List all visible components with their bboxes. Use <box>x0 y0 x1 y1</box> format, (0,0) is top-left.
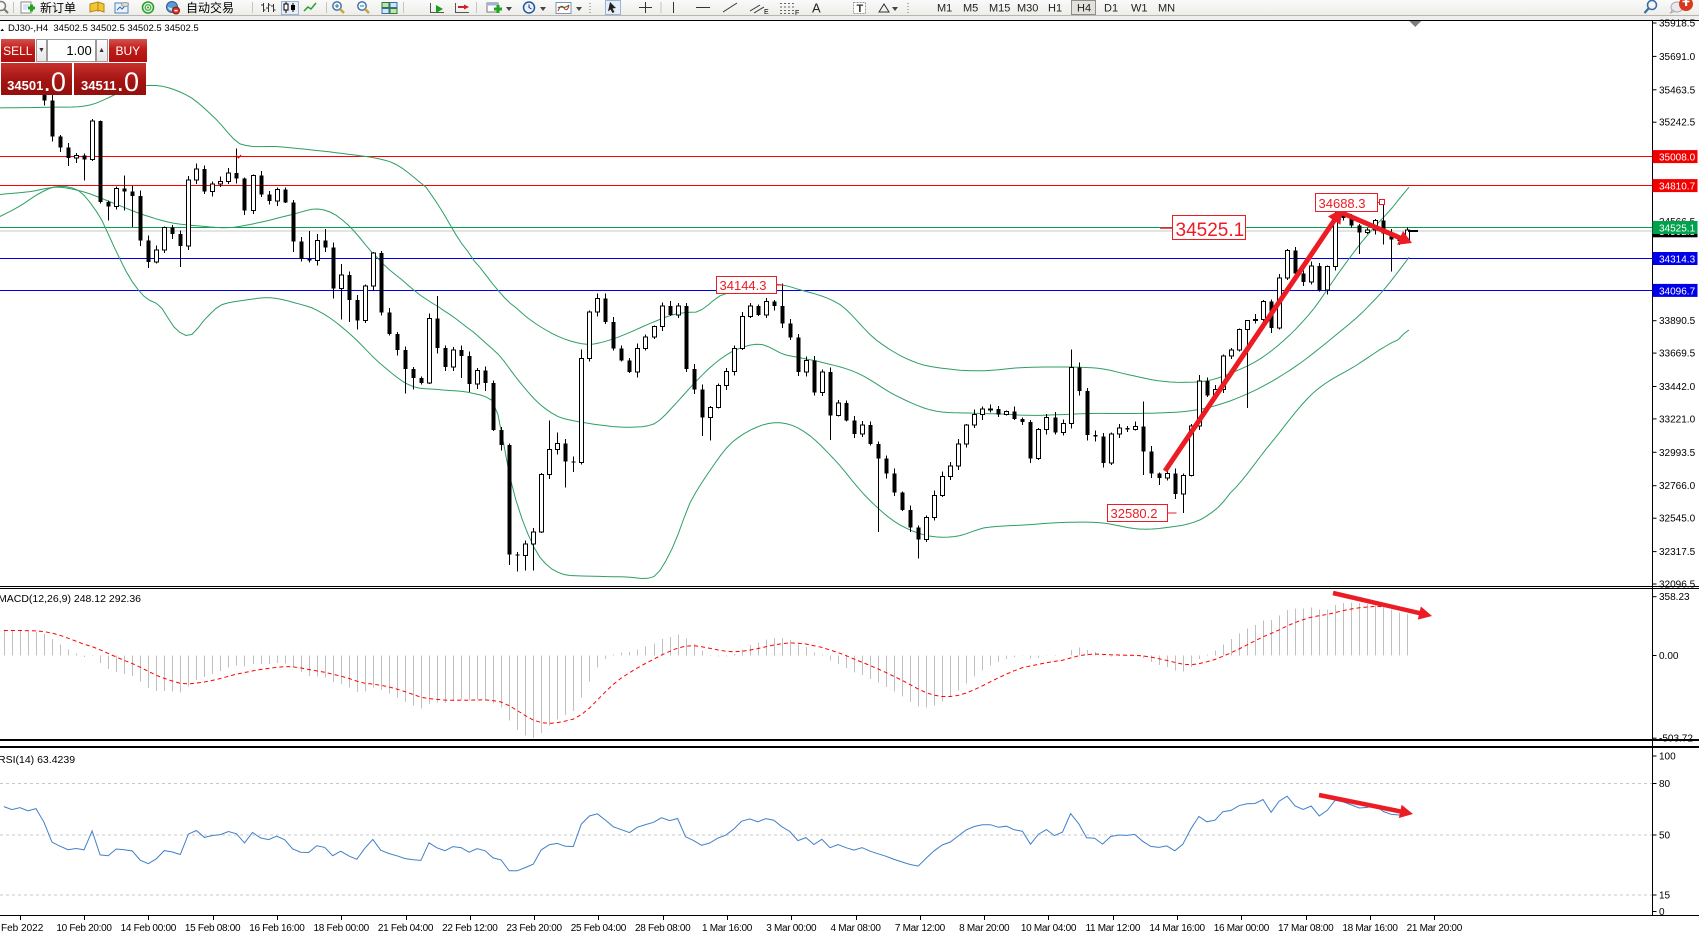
svg-text:MN: MN <box>1158 3 1175 15</box>
svg-text:358.23: 358.23 <box>1659 592 1690 603</box>
svg-text:-503.72: -503.72 <box>1659 734 1693 745</box>
svg-text:18 Mar 16:00: 18 Mar 16:00 <box>1342 923 1398 934</box>
svg-text:M5: M5 <box>963 3 978 15</box>
svg-text:0: 0 <box>1659 907 1665 918</box>
svg-text:34688.3: 34688.3 <box>1319 196 1366 211</box>
svg-text:16 Mar 00:00: 16 Mar 00:00 <box>1214 923 1270 934</box>
svg-text:22 Feb 12:00: 22 Feb 12:00 <box>442 923 498 934</box>
svg-text:新订单: 新订单 <box>40 0 76 15</box>
svg-text:32580.2: 32580.2 <box>1111 506 1158 521</box>
svg-text:35691.0: 35691.0 <box>1659 52 1696 63</box>
svg-text:35918.5: 35918.5 <box>1659 19 1696 30</box>
svg-text:RSI(14) 63.4239: RSI(14) 63.4239 <box>0 754 75 766</box>
svg-text:32993.5: 32993.5 <box>1659 448 1696 459</box>
svg-text:34810.7: 34810.7 <box>1659 182 1696 193</box>
svg-text:28 Feb 08:00: 28 Feb 08:00 <box>635 923 691 934</box>
svg-text:M15: M15 <box>989 3 1010 15</box>
svg-text:H1: H1 <box>1048 3 1062 15</box>
svg-text:11 Mar 12:00: 11 Mar 12:00 <box>1086 923 1141 934</box>
svg-text:33890.5: 33890.5 <box>1659 316 1696 327</box>
svg-text:14 Mar 16:00: 14 Mar 16:00 <box>1149 923 1205 934</box>
svg-text:32766.0: 32766.0 <box>1659 481 1696 492</box>
svg-text:4 Mar 08:00: 4 Mar 08:00 <box>831 923 882 934</box>
svg-text:DJ30-,H4 34502.5 34502.5 3450: DJ30-,H4 34502.5 34502.5 34502.5 34502.5 <box>8 23 199 34</box>
svg-text:17 Mar 08:00: 17 Mar 08:00 <box>1278 923 1334 934</box>
svg-text:M30: M30 <box>1017 3 1038 15</box>
svg-text:32096.5: 32096.5 <box>1659 580 1696 591</box>
svg-text:E: E <box>764 9 769 16</box>
svg-text:50: 50 <box>1659 831 1671 842</box>
svg-text:自动交易: 自动交易 <box>186 0 234 15</box>
svg-text:14 Feb 00:00: 14 Feb 00:00 <box>121 923 177 934</box>
svg-text:35463.5: 35463.5 <box>1659 85 1696 96</box>
svg-text:21 Mar 20:00: 21 Mar 20:00 <box>1407 923 1463 934</box>
svg-text:H4: H4 <box>1077 3 1091 15</box>
svg-text:35008.0: 35008.0 <box>1659 153 1696 164</box>
svg-text:10 Mar 04:00: 10 Mar 04:00 <box>1021 923 1077 934</box>
svg-text:M1: M1 <box>937 3 952 15</box>
svg-text:10 Feb 20:00: 10 Feb 20:00 <box>56 923 112 934</box>
svg-text:34144.3: 34144.3 <box>720 278 767 293</box>
svg-text:18 Feb 00:00: 18 Feb 00:00 <box>314 923 370 934</box>
svg-text:Feb 2022: Feb 2022 <box>1 923 44 934</box>
svg-text:1 Mar 16:00: 1 Mar 16:00 <box>702 923 753 934</box>
svg-text:7 Mar 12:00: 7 Mar 12:00 <box>895 923 946 934</box>
svg-text:0.00: 0.00 <box>1659 651 1679 662</box>
svg-text:3 Mar 00:00: 3 Mar 00:00 <box>766 923 817 934</box>
svg-text:15: 15 <box>1659 891 1671 902</box>
svg-text:8 Mar 20:00: 8 Mar 20:00 <box>959 923 1010 934</box>
svg-text:W1: W1 <box>1131 3 1148 15</box>
svg-text:35242.5: 35242.5 <box>1659 118 1696 129</box>
svg-text:34525.1: 34525.1 <box>1176 220 1245 241</box>
svg-text:33669.5: 33669.5 <box>1659 349 1696 360</box>
svg-text:A: A <box>812 1 821 16</box>
svg-text:33221.0: 33221.0 <box>1659 414 1696 425</box>
svg-text:MACD(12,26,9) 248.12 292.36: MACD(12,26,9) 248.12 292.36 <box>0 593 141 605</box>
svg-text:F: F <box>795 10 799 16</box>
svg-text:100: 100 <box>1659 752 1676 763</box>
svg-text:34525.1: 34525.1 <box>1659 224 1696 235</box>
svg-text:80: 80 <box>1659 779 1671 790</box>
svg-text:23 Feb 20:00: 23 Feb 20:00 <box>506 923 562 934</box>
svg-text:32317.5: 32317.5 <box>1659 547 1696 558</box>
svg-text:21 Feb 04:00: 21 Feb 04:00 <box>378 923 434 934</box>
svg-text:25 Feb 04:00: 25 Feb 04:00 <box>571 923 627 934</box>
svg-text:33442.0: 33442.0 <box>1659 382 1696 393</box>
svg-text:32545.0: 32545.0 <box>1659 514 1696 525</box>
svg-text:15 Feb 08:00: 15 Feb 08:00 <box>185 923 241 934</box>
svg-text:34096.7: 34096.7 <box>1659 286 1696 297</box>
svg-text:16 Feb 16:00: 16 Feb 16:00 <box>249 923 305 934</box>
svg-text:34314.3: 34314.3 <box>1659 255 1696 266</box>
svg-text:T: T <box>857 3 864 15</box>
svg-text:D1: D1 <box>1104 3 1118 15</box>
